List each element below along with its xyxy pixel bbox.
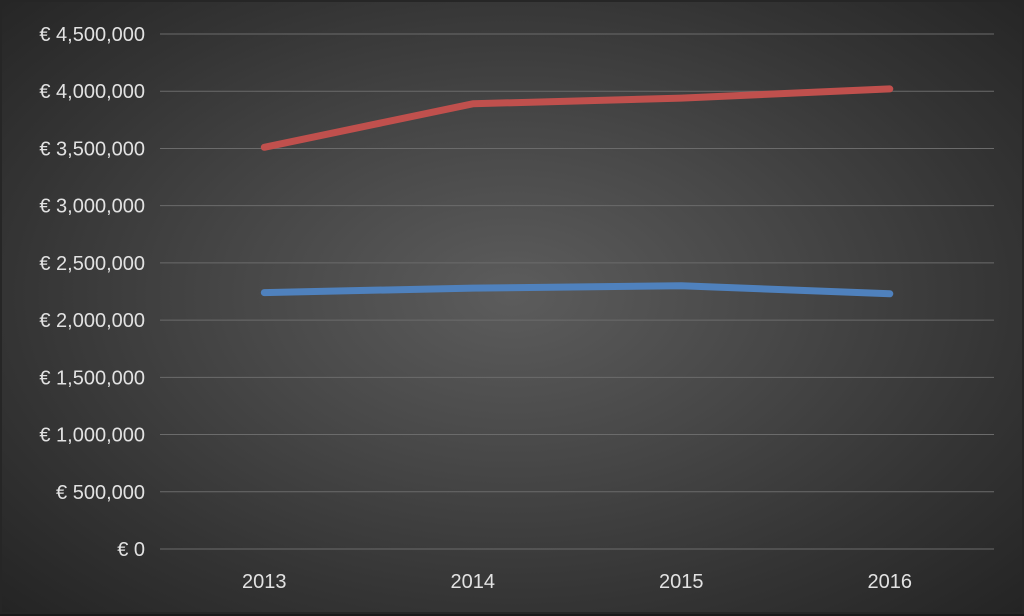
x-tick-label: 2015 bbox=[659, 571, 704, 593]
y-tick-label: € 2,500,000 bbox=[39, 253, 145, 275]
y-tick-label: € 4,000,000 bbox=[39, 81, 145, 103]
y-tick-label: € 3,500,000 bbox=[39, 138, 145, 160]
y-axis-tick-labels: € 0 € 500,000 € 1,000,000 € 1,500,000 € 2,00… bbox=[39, 24, 145, 561]
y-tick-label: € 1,500,000 bbox=[39, 367, 145, 389]
y-tick-label: € 500,000 bbox=[56, 482, 145, 504]
y-tick-label: € 0 bbox=[117, 539, 145, 561]
gridlines bbox=[160, 33, 994, 550]
y-tick-label: € 4,500,000 bbox=[39, 24, 145, 46]
x-axis-tick-labels: 2013 2014 2015 2016 bbox=[242, 571, 912, 593]
series-line-2 bbox=[260, 282, 894, 298]
x-tick-label: 2016 bbox=[868, 571, 913, 593]
x-tick-label: 2013 bbox=[242, 571, 287, 593]
series-lines bbox=[260, 85, 894, 298]
x-tick-label: 2014 bbox=[451, 571, 496, 593]
y-tick-label: € 2,000,000 bbox=[39, 310, 145, 332]
y-tick-label: € 3,000,000 bbox=[39, 196, 145, 218]
y-tick-label: € 1,000,000 bbox=[39, 425, 145, 447]
series-line-1 bbox=[260, 85, 894, 151]
